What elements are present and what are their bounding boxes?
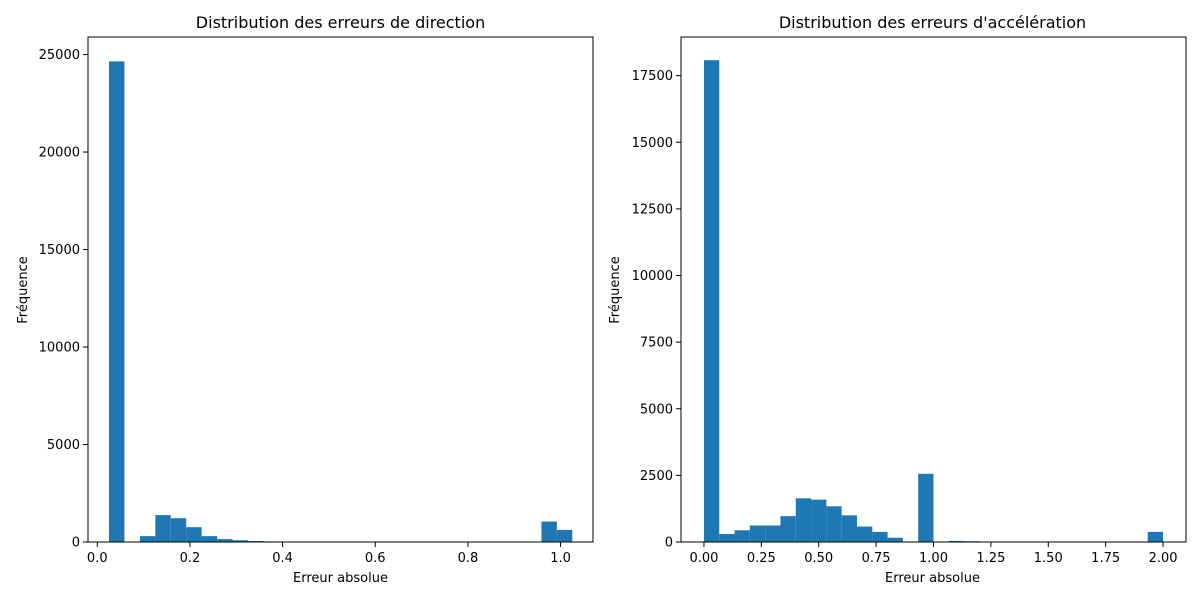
plot-frame <box>87 36 594 543</box>
plot-frame <box>680 36 1187 543</box>
histogram-bar <box>108 61 125 543</box>
y-tick-label: 15000 <box>39 243 80 258</box>
histogram-bar <box>918 473 934 542</box>
histogram-bar <box>795 498 812 542</box>
x-tick-label: 2.00 <box>1149 551 1178 566</box>
y-tick-label: 12500 <box>632 202 673 217</box>
histogram-bar <box>765 525 781 542</box>
x-tick-label: 0.50 <box>804 551 833 566</box>
y-tick-label: 15000 <box>632 136 673 151</box>
x-axis-ticks: 0.00 0.25 0.50 0.75 1.00 1.25 1.50 1.75 2.00 <box>689 542 1178 566</box>
histogram-bar <box>887 537 903 542</box>
y-axis-label: Fréquence <box>16 256 31 323</box>
x-axis-ticks: 0.0 0.2 0.4 0.6 0.8 1.0 <box>87 542 571 566</box>
y-tick-label: 10000 <box>39 341 80 356</box>
histogram-bar <box>556 529 573 542</box>
x-tick-label: 1.75 <box>1091 551 1120 566</box>
y-tick-label: 10000 <box>632 269 673 284</box>
x-tick-label: 0.8 <box>458 551 479 566</box>
x-tick-label: 0.75 <box>862 551 891 566</box>
x-tick-label: 1.25 <box>976 551 1005 566</box>
y-axis-ticks: 0 2500 5000 7500 10000 12500 15000 17500 <box>632 69 681 551</box>
x-tick-label: 0.6 <box>365 551 386 566</box>
histogram-bar <box>811 499 827 542</box>
histogram-bar <box>826 506 842 542</box>
x-tick-label: 0.0 <box>87 551 108 566</box>
y-tick-label: 17500 <box>632 69 673 84</box>
y-tick-label: 5000 <box>640 402 673 417</box>
x-axis-label: Erreur absolue <box>885 571 980 586</box>
histogram-bar <box>703 60 720 543</box>
histogram-bar <box>170 518 187 542</box>
y-tick-label: 0 <box>72 536 80 551</box>
x-tick-label: 1.0 <box>550 551 571 566</box>
bars-group <box>108 61 573 543</box>
histogram-bar <box>155 515 171 542</box>
y-tick-label: 25000 <box>39 48 80 63</box>
y-axis-label: Fréquence <box>608 256 623 323</box>
x-tick-label: 0.25 <box>747 551 776 566</box>
histogram-bar <box>872 531 888 542</box>
histogram-bar <box>186 527 202 542</box>
chart-title: Distribution des erreurs d'accélération <box>779 13 1086 32</box>
y-axis-ticks: 0 5000 10000 15000 20000 25000 <box>39 48 88 551</box>
histogram-bar <box>948 540 965 542</box>
histogram-bar <box>1147 531 1164 542</box>
histogram-bar <box>749 525 766 542</box>
histogram-bar <box>217 539 233 542</box>
y-tick-label: 5000 <box>47 438 80 453</box>
x-tick-label: 1.50 <box>1034 551 1063 566</box>
x-axis-label: Erreur absolue <box>293 571 388 586</box>
x-tick-label: 0.4 <box>272 551 293 566</box>
bars-group <box>703 60 1164 543</box>
chart-panel-direction: Distribution des erreurs de direction 0.… <box>16 13 594 586</box>
y-tick-label: 20000 <box>39 146 80 161</box>
chart-title: Distribution des erreurs de direction <box>196 13 485 32</box>
histogram-bar <box>719 534 735 542</box>
histogram-bar <box>734 530 750 542</box>
y-tick-label: 2500 <box>640 469 673 484</box>
histogram-bar <box>201 536 218 542</box>
y-tick-label: 7500 <box>640 336 673 351</box>
x-tick-label: 0.00 <box>689 551 718 566</box>
x-tick-label: 1.00 <box>919 551 948 566</box>
histogram-bar <box>139 536 156 542</box>
histogram-bar <box>232 540 248 542</box>
y-tick-label: 0 <box>665 536 673 551</box>
chart-panel-acceleration: Distribution des erreurs d'accélération … <box>608 13 1187 586</box>
x-tick-label: 0.2 <box>180 551 201 566</box>
histogram-bar <box>856 526 873 542</box>
histogram-bar <box>541 521 557 542</box>
histogram-bar <box>841 515 857 542</box>
histogram-bar <box>780 516 796 542</box>
